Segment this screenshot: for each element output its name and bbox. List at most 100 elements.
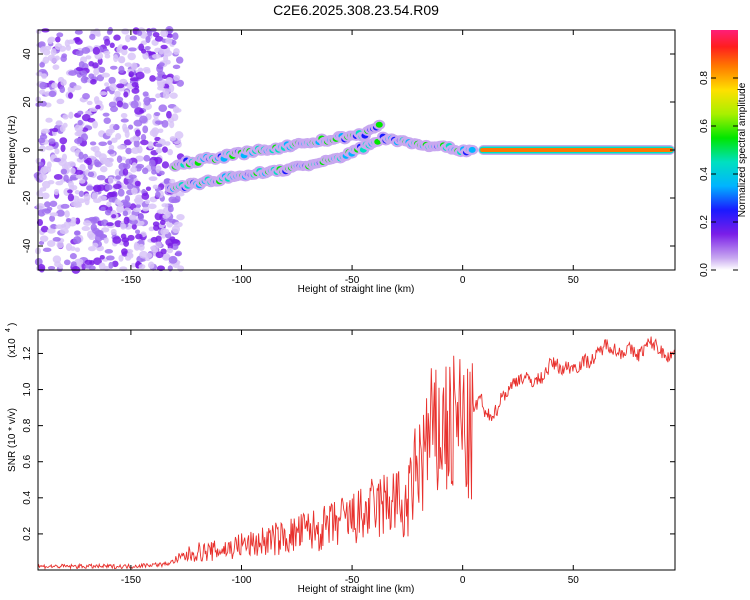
noise-speck [124,62,132,67]
noise-speck [65,217,72,223]
snr-y-label: SNR (10 * v/v) [7,408,18,472]
noise-speck [121,237,130,243]
snr-scale-close: ) [7,323,18,326]
noise-speck [89,33,96,40]
noise-speck [52,255,62,264]
noise-speck [99,255,105,260]
noise-speck [111,137,118,143]
noise-speck [60,203,70,209]
noise-speck [176,213,185,221]
noise-speck [60,144,66,153]
noise-speck [113,54,119,63]
noise-speck [68,70,78,76]
noise-speck [84,259,93,265]
noise-speck [55,224,64,230]
noise-speck [132,135,141,142]
noise-speck [165,37,173,45]
noise-speck [119,266,128,272]
noise-speck [67,92,73,99]
noise-speck [165,59,171,65]
noise-speck [74,247,81,253]
y-tick-label: 1.2 [22,346,33,360]
noise-speck [49,215,55,222]
noise-speck [74,258,84,264]
snr-series-line [37,336,675,571]
y-tick-label: 0.8 [22,418,33,432]
noise-speck [169,92,178,99]
noise-speck [52,237,61,242]
noise-speck [168,196,177,204]
noise-speck [73,236,82,245]
x-tick-label: -150 [121,575,141,586]
noise-speck [166,247,174,254]
noise-speck [138,243,145,251]
noise-speck [124,34,131,43]
x-tick-label: 50 [568,275,580,286]
noise-speck [99,91,108,96]
feature-blob [468,146,476,153]
noise-speck [109,83,117,92]
noise-speck [108,197,116,203]
noise-speck [84,110,93,115]
noise-speck [147,261,155,269]
noise-speck [133,139,140,148]
tone-band-core [480,148,673,152]
noise-speck [102,112,110,117]
noise-speck [144,199,151,205]
noise-speck [39,62,45,68]
noise-speck [73,85,82,91]
noise-speck [160,227,167,236]
noise-speck [87,171,95,178]
noise-speck [85,55,92,60]
snr-x-ticks: -150 -100 -50 0 50 [121,330,579,586]
noise-speck [167,148,174,156]
noise-speck [116,155,123,163]
noise-speck [41,192,50,200]
noise-speck [138,263,146,270]
y-tick-label: -20 [22,190,33,205]
noise-speck [55,180,64,186]
noise-speck [62,114,69,120]
noise-speck [98,103,104,111]
noise-speck [175,250,183,257]
noise-speck [141,192,150,200]
noise-speck [68,111,74,119]
snr-scale-note: (x10 4 ) [5,323,18,358]
noise-speck [134,197,144,205]
noise-speck [127,182,134,190]
noise-speck [155,143,163,148]
y-tick-label: 20 [22,96,33,108]
noise-speck [168,255,178,264]
noise-speck [129,214,137,221]
noise-speck [159,219,166,226]
noise-speck [42,247,52,253]
noise-speck [37,264,46,272]
noise-speck [47,37,53,45]
noise-speck [140,134,147,141]
noise-speck [112,236,122,244]
noise-speck [53,188,60,196]
noise-speck [172,106,180,114]
noise-speck [135,233,143,240]
noise-speck [154,35,164,42]
noise-speck [156,209,166,214]
noise-speck [150,245,156,251]
noise-speck [113,34,121,41]
noise-speck [120,223,127,230]
noise-speck [152,184,159,190]
noise-speck [56,32,64,38]
spectrogram-features [164,119,675,194]
noise-speck [143,154,151,162]
noise-speck [127,52,136,61]
noise-speck [67,189,73,194]
colorbar-scale [711,30,738,270]
noise-speck [50,56,58,64]
colorbar-tick-label: 0.0 [699,263,710,277]
noise-speck [60,168,68,175]
noise-speck [49,212,59,217]
noise-speck [128,174,137,179]
noise-speck [107,176,114,184]
noise-speck [147,28,153,37]
noise-speck [110,228,117,236]
